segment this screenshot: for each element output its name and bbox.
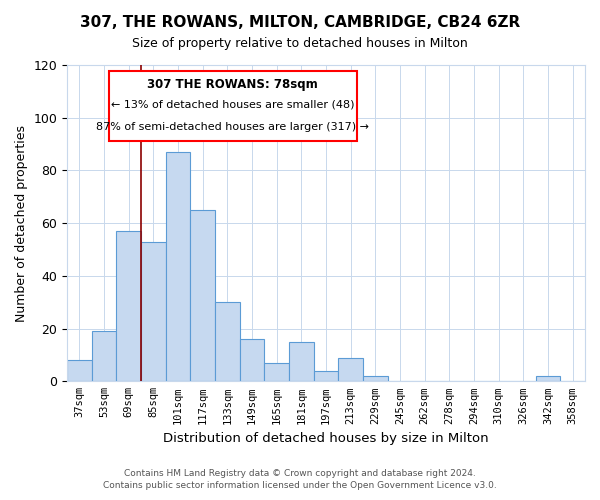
X-axis label: Distribution of detached houses by size in Milton: Distribution of detached houses by size …: [163, 432, 489, 445]
Bar: [314, 371, 338, 382]
Text: 87% of semi-detached houses are larger (317) →: 87% of semi-detached houses are larger (…: [97, 122, 370, 132]
Bar: [536, 376, 560, 382]
Bar: [116, 231, 141, 382]
Text: 307 THE ROWANS: 78sqm: 307 THE ROWANS: 78sqm: [148, 78, 318, 90]
Bar: [265, 363, 289, 382]
Bar: [141, 242, 166, 382]
Bar: [363, 376, 388, 382]
Text: Size of property relative to detached houses in Milton: Size of property relative to detached ho…: [132, 38, 468, 51]
Bar: [92, 331, 116, 382]
Bar: [215, 302, 240, 382]
Bar: [190, 210, 215, 382]
Bar: [289, 342, 314, 382]
Bar: [166, 152, 190, 382]
Y-axis label: Number of detached properties: Number of detached properties: [15, 124, 28, 322]
Text: ← 13% of detached houses are smaller (48): ← 13% of detached houses are smaller (48…: [111, 100, 355, 110]
Bar: [240, 339, 265, 382]
FancyBboxPatch shape: [109, 72, 357, 141]
Bar: [67, 360, 92, 382]
Text: 307, THE ROWANS, MILTON, CAMBRIDGE, CB24 6ZR: 307, THE ROWANS, MILTON, CAMBRIDGE, CB24…: [80, 15, 520, 30]
Bar: [338, 358, 363, 382]
Text: Contains HM Land Registry data © Crown copyright and database right 2024.
Contai: Contains HM Land Registry data © Crown c…: [103, 469, 497, 490]
